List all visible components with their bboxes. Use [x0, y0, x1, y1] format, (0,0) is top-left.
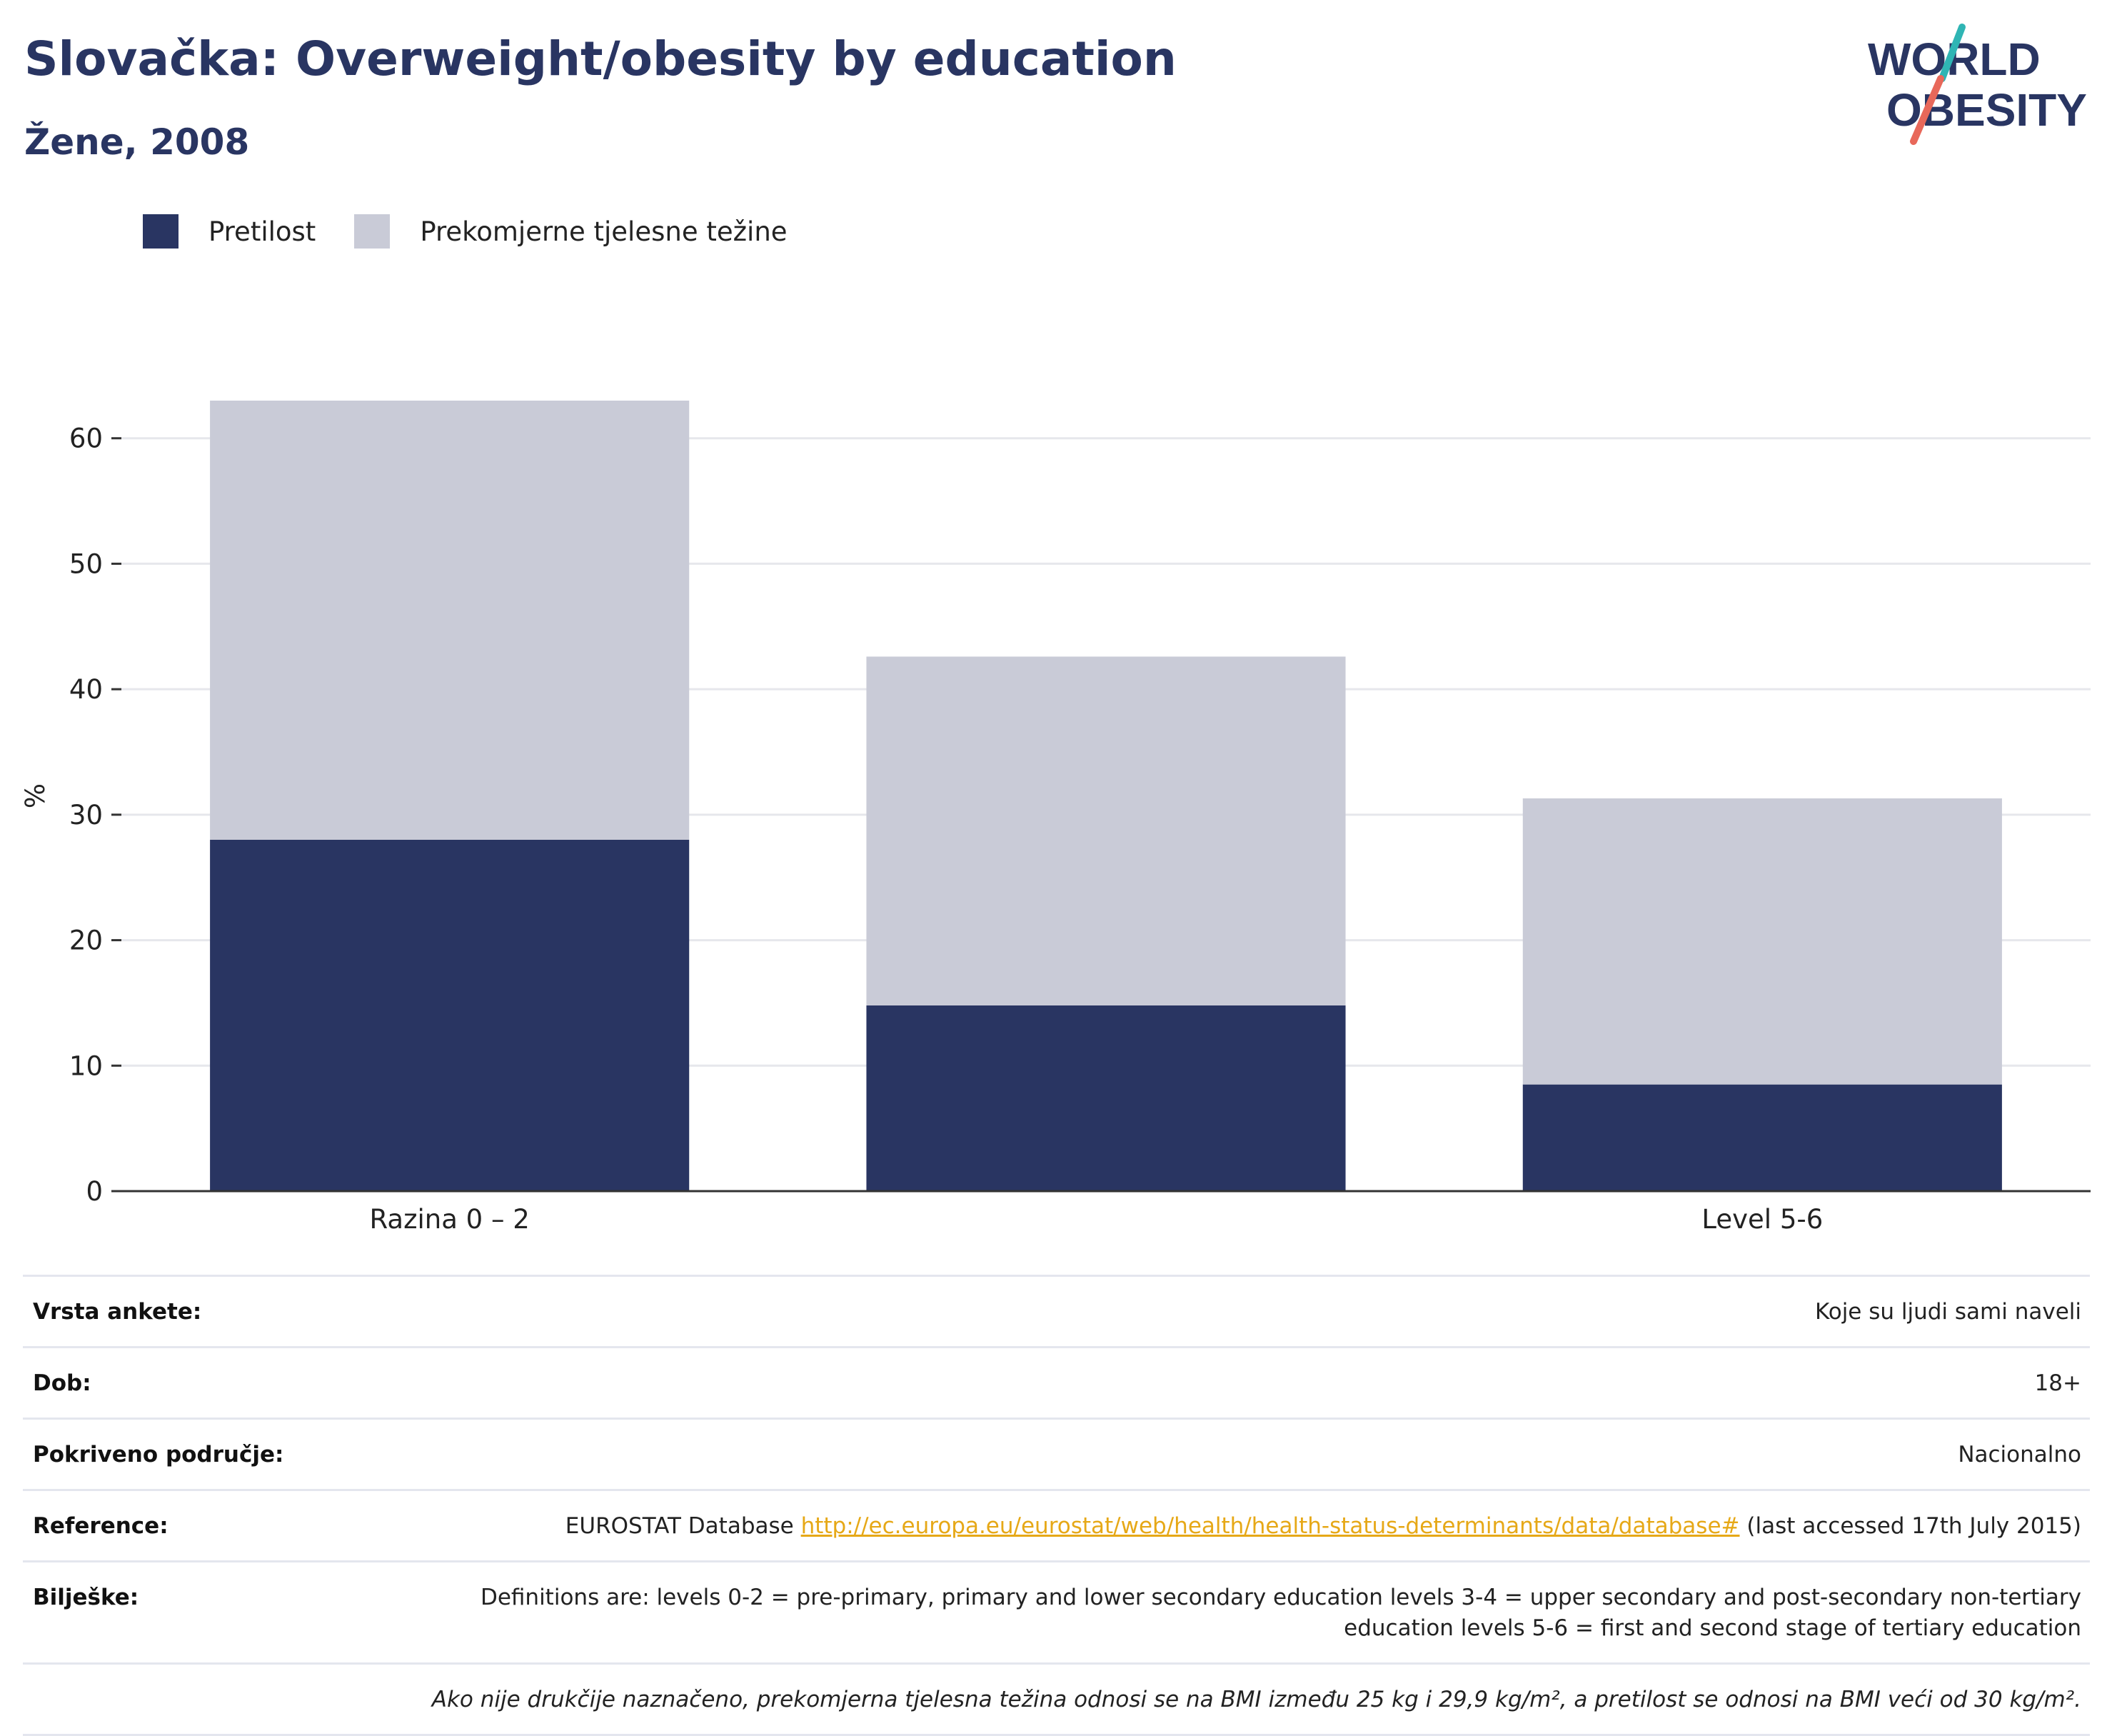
reference-link[interactable]: http://ec.europa.eu/eurostat/web/health/… — [800, 1513, 1740, 1539]
info-value: Koje su ljudi sami naveli — [413, 1275, 2090, 1348]
legend-label-overweight: Prekomjerne tjelesne težine — [420, 216, 788, 247]
info-value: 18+ — [413, 1346, 2090, 1419]
logo-slash-teal — [1938, 24, 1966, 82]
y-tick-label: 30 — [69, 800, 103, 831]
chart-subtitle: Žene, 2008 — [24, 121, 250, 163]
info-table: Vrsta ankete: Koje su ljudi sami naveli … — [23, 1275, 2090, 1736]
info-value: Definitions are: levels 0-2 = pre-primar… — [413, 1560, 2090, 1664]
info-label: Vrsta ankete: — [23, 1275, 413, 1348]
world-obesity-logo: WORLD OBESITY — [1868, 24, 2087, 145]
info-label: Bilješke: — [23, 1560, 413, 1664]
bar-chart: 0 10 20 30 40 50 60 Razina 0 – 2 Level 5-6 % — [20, 401, 2091, 1235]
info-label: Dob: — [23, 1346, 413, 1419]
legend-item-obesity[interactable]: Pretilost — [143, 214, 316, 249]
logo-slash-coral — [1910, 75, 1944, 145]
chart-legend: Pretilost Prekomjerne tjelesne težine — [143, 213, 826, 250]
y-tick-label: 20 — [69, 925, 103, 956]
info-value: Nacionalno — [413, 1418, 2090, 1490]
bar-overweight[interactable] — [1522, 798, 2002, 1085]
y-tick-label: 10 — [69, 1050, 103, 1081]
bar-overweight[interactable] — [210, 401, 690, 840]
info-row-reference: Reference: EUROSTAT Database http://ec.e… — [23, 1489, 2090, 1562]
bar-obesity[interactable] — [866, 1005, 1346, 1191]
legend-label-obesity: Pretilost — [208, 216, 316, 247]
x-tick-label: Razina 0 – 2 — [370, 1204, 530, 1235]
y-axis-ticks: 0 10 20 30 40 50 60 — [69, 423, 121, 1207]
chart-title: Slovačka: Overweight/obesity by educatio… — [24, 31, 1177, 86]
info-label: Pokriveno područje: — [23, 1418, 413, 1490]
y-tick-label: 40 — [69, 674, 103, 705]
bar-obesity[interactable] — [1522, 1084, 2002, 1191]
info-row-coverage: Pokriveno područje: Nacionalno — [23, 1418, 2090, 1490]
info-row-footnote: Ako nije drukčije naznačeno, prekomjerna… — [23, 1662, 2090, 1736]
info-value: EUROSTAT Database http://ec.europa.eu/eu… — [413, 1489, 2090, 1562]
info-row-age: Dob: 18+ — [23, 1346, 2090, 1419]
y-tick-label: 0 — [86, 1176, 103, 1207]
x-axis-labels: Razina 0 – 2 Level 5-6 — [370, 1204, 1824, 1235]
bars — [210, 401, 2002, 1191]
y-tick-label: 60 — [69, 423, 103, 454]
info-label: Reference: — [23, 1489, 413, 1562]
legend-swatch-overweight — [354, 214, 391, 249]
bar-obesity[interactable] — [210, 840, 690, 1191]
y-axis-label: % — [20, 783, 51, 808]
reference-suffix: (last accessed 17th July 2015) — [1739, 1513, 2081, 1539]
reference-prefix: EUROSTAT Database — [565, 1513, 801, 1539]
info-row-notes: Bilješke: Definitions are: levels 0-2 = … — [23, 1560, 2090, 1664]
bar-overweight[interactable] — [866, 656, 1346, 1005]
info-row-survey-type: Vrsta ankete: Koje su ljudi sami naveli — [23, 1275, 2090, 1348]
legend-swatch-obesity — [143, 214, 178, 249]
x-tick-label: Level 5-6 — [1701, 1204, 1823, 1235]
y-tick-label: 50 — [69, 548, 103, 579]
legend-item-overweight[interactable]: Prekomjerne tjelesne težine — [354, 214, 788, 249]
footnote: Ako nije drukčije naznačeno, prekomjerna… — [23, 1662, 2090, 1736]
